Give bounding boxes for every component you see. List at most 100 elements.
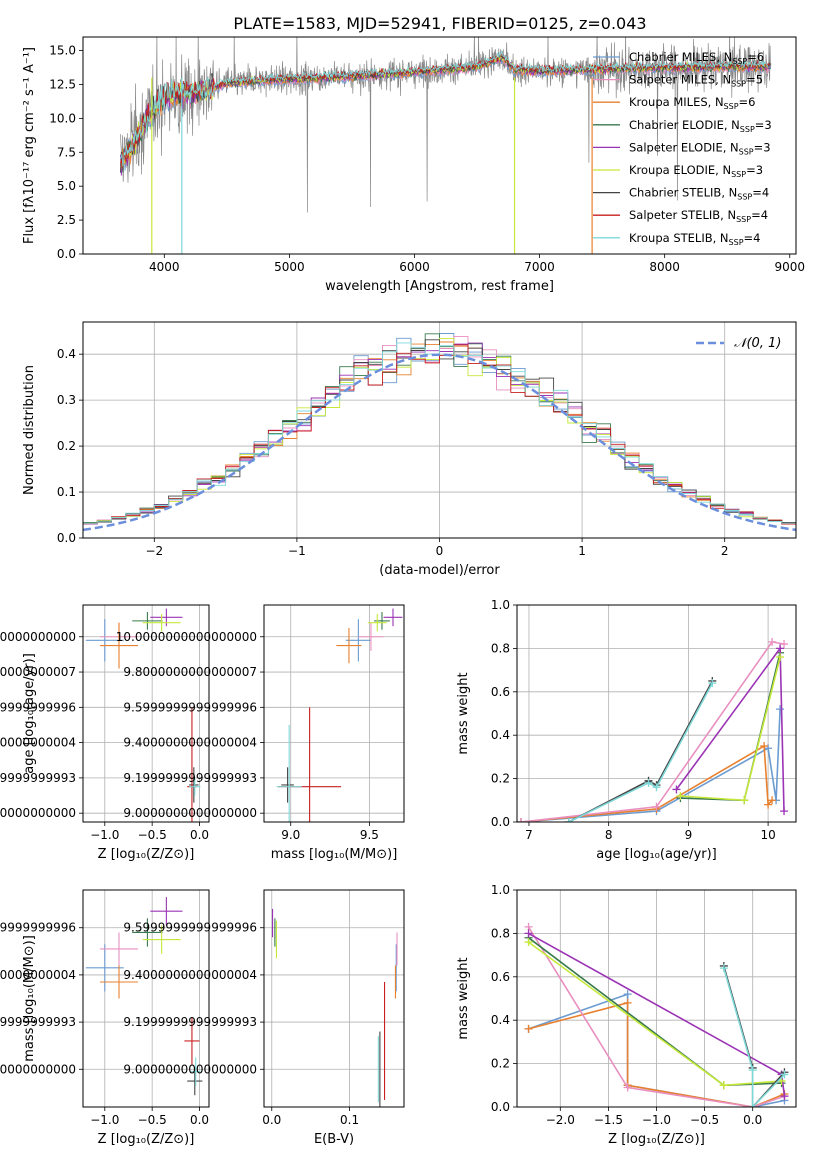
- residual-legend: 𝒩(0, 1): [696, 336, 781, 351]
- age_vs_mass-frame: [263, 604, 405, 823]
- residuals-frame: [82, 321, 797, 539]
- y-tick-label: 0.8: [491, 926, 510, 940]
- weight_vs_age-frame: [516, 604, 797, 823]
- y-tick-label: 0.0: [57, 531, 76, 545]
- weight-marker: [564, 818, 573, 822]
- y-tick-label: 9.1999999999999993: [123, 771, 257, 785]
- weight-marker: [719, 1081, 728, 1090]
- weight-marker: [517, 818, 525, 822]
- weight-marker: [623, 990, 632, 999]
- y-tick-label: 9.4000000000000004: [123, 736, 257, 750]
- y-tick-label: 7.5: [57, 145, 76, 159]
- y-tick-label: 0.4: [491, 728, 510, 742]
- weight-marker: [644, 778, 653, 787]
- mass_vs_ebv-points: [272, 908, 398, 1107]
- age_vs_Z-ylabel: age [log₁₀(age/yr)]: [22, 653, 37, 774]
- residuals-ylabel: Normed distribution: [22, 365, 37, 495]
- weight-marker: [776, 705, 785, 714]
- mass_vs_Z-xlabel: Z [log₁₀(Z/Z⊙)]: [98, 1132, 195, 1147]
- spectrum-model-line: [120, 49, 769, 167]
- x-tick-label: −1.5: [594, 1113, 623, 1127]
- y-tick-label: 9.4000000000000004: [123, 968, 257, 982]
- residuals-axes: −2 −1 0 1 2 0.0 0.1 0.2 0.3 0.4 (data-model)/error…: [22, 322, 796, 578]
- x-tick-label: −0.5: [138, 828, 167, 842]
- y-tick-label: 0.2: [491, 772, 510, 786]
- mass_vs_Z-points: [85, 897, 203, 1096]
- y-tick-label: 0.0: [491, 1100, 510, 1114]
- y-tick-label: 10.0000000000000000: [0, 630, 76, 644]
- legend-entry: 𝒩(0, 1): [734, 336, 781, 351]
- weight-marker: [780, 1092, 789, 1101]
- spectrum-axes: 4000 5000 6000 7000 8000 9000 0.0 2.5 5.0 7.5 10.0…: [22, 44, 805, 294]
- x-tick-label: 10: [760, 828, 775, 842]
- age_vs_Z-xlabel: Z [log₁₀(Z/Z⊙)]: [98, 847, 195, 862]
- y-tick-label: 9.1999999999999993: [123, 1015, 257, 1029]
- y-tick-label: 0.3: [57, 393, 76, 407]
- mass_vs_Z-ylabel: mass [log₁₀(M/M⊙)]: [22, 935, 37, 1062]
- spectrum-frame: [82, 36, 797, 255]
- x-tick-label: 0: [436, 544, 444, 558]
- y-tick-label: 9.1999999999999993: [0, 1015, 76, 1029]
- y-tick-label: 9.4000000000000004: [0, 736, 76, 750]
- legend-entry: Kroupa ELODIE, NSSP=3: [629, 163, 763, 179]
- x-tick-label: 4000: [149, 260, 180, 274]
- weight-marker: [776, 653, 785, 662]
- y-tick-label: 10.0000000000000000: [116, 630, 257, 644]
- residual-histograms: [83, 333, 796, 532]
- weight-marker: [652, 783, 661, 792]
- mass_vs_ebv-xlabel: E(B-V): [314, 1132, 354, 1147]
- age_vs_Z-frame: [82, 604, 210, 823]
- weight_vs_age-ylabel: mass weight: [456, 672, 471, 754]
- weight-marker: [748, 1066, 757, 1075]
- mass_vs_ebv-frame: [263, 889, 405, 1108]
- x-tick-label: 9000: [774, 260, 805, 274]
- weight_vs_age-axes: 7 8 9 10 0.0 0.2 0.4 0.6 0.8 1.0 age [log₁₀(age/yr…: [456, 598, 796, 862]
- weight-marker: [676, 791, 685, 800]
- y-tick-label: 9.5999999999999996: [123, 700, 257, 714]
- y-tick-label: 9.0000000000000000: [123, 806, 257, 820]
- x-tick-label: 0.0: [190, 828, 209, 842]
- x-tick-label: −1.0: [642, 1113, 671, 1127]
- y-tick-label: 9.4000000000000004: [0, 968, 76, 982]
- legend-entry: Chabrier STELIB, NSSP=4: [629, 186, 769, 202]
- y-tick-label: 15.0: [49, 44, 76, 58]
- weight-marker: [623, 1083, 632, 1092]
- age_vs_mass-points: [276, 608, 403, 822]
- y-tick-label: 0.4: [57, 347, 76, 361]
- weight_vs_age-xlabel: age [log₁₀(age/yr)]: [596, 847, 717, 862]
- mass_vs_Z-axes: −1.0 −0.5 0.0 9.0000000000000000 9.199999999…: [0, 890, 209, 1147]
- x-tick-label: 9.5: [360, 828, 379, 842]
- y-tick-label: 2.5: [57, 213, 76, 227]
- x-tick-label: −0.5: [690, 1113, 719, 1127]
- mass_vs_Z-frame: [82, 889, 210, 1108]
- x-tick-label: 7: [525, 828, 533, 842]
- weight_vs_age-series: [517, 637, 789, 822]
- age_vs_mass-xlabel: mass [log₁₀(M/M⊙)]: [271, 847, 398, 862]
- y-tick-label: 12.5: [49, 77, 76, 91]
- spectrum-series: [120, 37, 772, 254]
- x-tick-label: 2: [721, 544, 729, 558]
- weight-marker: [780, 807, 789, 816]
- weight-marker: [768, 796, 777, 805]
- y-tick-label: 0.4: [491, 1013, 510, 1027]
- y-tick-label: 0.6: [491, 685, 510, 699]
- y-tick-label: 9.5999999999999996: [0, 700, 76, 714]
- weight-marker: [780, 640, 789, 649]
- x-tick-label: 7000: [524, 260, 555, 274]
- x-tick-label: 0.0: [190, 1113, 209, 1127]
- x-tick-label: 0.0: [743, 1113, 762, 1127]
- x-tick-label: −2.0: [546, 1113, 575, 1127]
- y-tick-label: 9.8000000000000007: [0, 665, 76, 679]
- spectrum-data-line: [120, 37, 772, 213]
- weight-marker: [748, 1103, 757, 1107]
- spectrum-xlabel: wavelength [Angstrom, rest frame]: [325, 279, 554, 294]
- weight-marker: [760, 742, 769, 751]
- y-tick-label: 9.5999999999999996: [123, 921, 257, 935]
- y-tick-label: 9.1999999999999993: [0, 771, 76, 785]
- x-tick-label: −1.0: [90, 1113, 119, 1127]
- y-tick-label: 1.0: [491, 598, 510, 612]
- legend-entry: Chabrier MILES, NSSP=6: [629, 50, 764, 66]
- y-tick-label: 0.0: [57, 247, 76, 261]
- x-tick-label: 8: [605, 828, 613, 842]
- weight-marker: [524, 938, 533, 947]
